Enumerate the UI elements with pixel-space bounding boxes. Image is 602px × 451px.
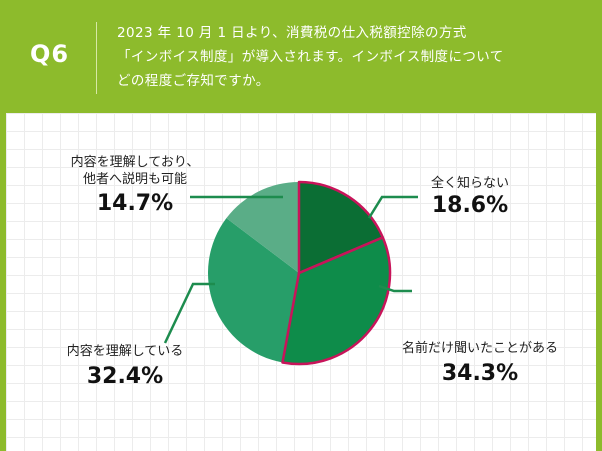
question-line: どの程度ご存知ですか。	[117, 73, 270, 89]
pie-slice-not-aware	[299, 182, 383, 273]
question-text: 2023 年 10 月 1 日より、消費税の仕入税額控除の方式 「インボイス制度…	[117, 21, 587, 93]
slice-highlight-outline	[297, 180, 384, 275]
header-divider	[96, 22, 97, 94]
slice-value-understand: 32.4%	[86, 364, 164, 389]
question-number: Q6	[30, 40, 70, 68]
question-line: 2023 年 10 月 1 日より、消費税の仕入税額控除の方式	[117, 25, 467, 41]
slice-highlight-outline	[281, 236, 392, 366]
slice-label-line: 他者へ説明も可能	[82, 172, 187, 187]
slice-label-not-aware: 全く知らない	[405, 175, 535, 192]
slice-value-heard-name-only: 34.3%	[441, 361, 519, 386]
question-line: 「インボイス制度」が導入されます。インボイス制度について	[117, 49, 504, 65]
leader-line-not-aware	[367, 195, 418, 219]
slice-label-line: 名前だけ聞いたことがある	[401, 341, 558, 356]
pie-slice-can-explain	[226, 182, 299, 273]
leader-line-heard-name-only	[378, 284, 412, 293]
slice-label-line: 全く知らない	[430, 176, 509, 191]
slice-label-line: 内容を理解しており、	[70, 155, 200, 170]
slice-label-line: 内容を理解している	[66, 344, 184, 359]
slice-value-not-aware: 18.6%	[431, 193, 509, 218]
question-header: Q6 2023 年 10 月 1 日より、消費税の仕入税額控除の方式 「インボイ…	[0, 0, 602, 112]
leader-line-understand	[163, 282, 215, 344]
slice-value-can-explain: 14.7%	[96, 191, 174, 216]
slice-label-heard-name-only: 名前だけ聞いたことがある	[380, 340, 580, 357]
slice-label-understand: 内容を理解している	[50, 343, 200, 360]
slice-label-can-explain: 内容を理解しており、 他者へ説明も可能	[50, 154, 220, 188]
pie-slice-understand	[208, 218, 299, 363]
